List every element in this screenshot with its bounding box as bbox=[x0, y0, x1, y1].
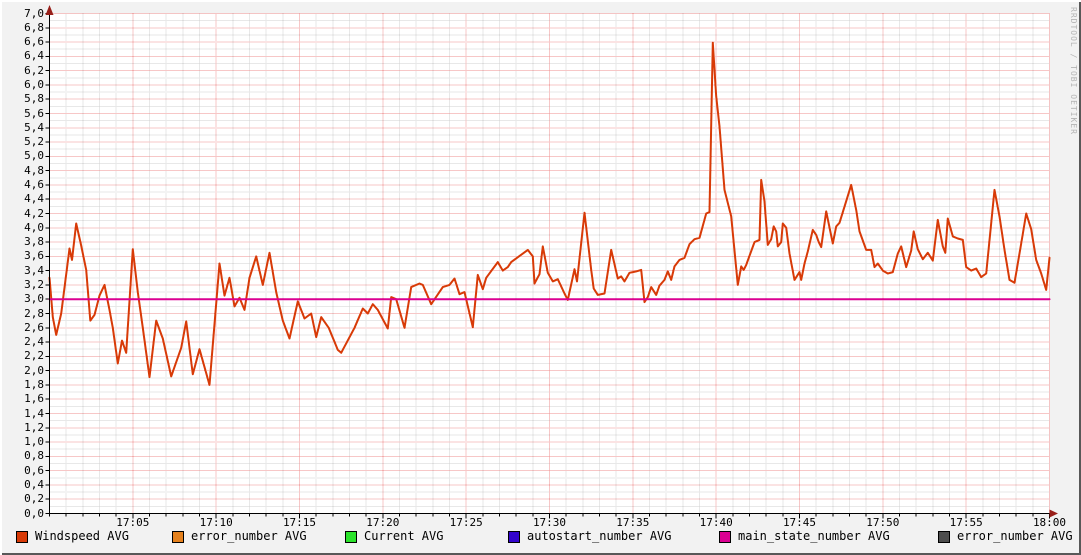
legend-label: Windspeed AVG bbox=[35, 529, 129, 543]
legend-item: main_state_number AVG bbox=[719, 530, 890, 543]
x-tick-label: 17:15 bbox=[282, 516, 317, 529]
legend-swatch-icon bbox=[719, 530, 731, 543]
x-tick-label: 17:05 bbox=[116, 516, 150, 529]
y-tick-label: 6,0 bbox=[24, 77, 44, 91]
y-tick-label: 3,2 bbox=[24, 277, 44, 291]
x-tick-label: 17:40 bbox=[699, 516, 733, 529]
y-tick-label: 1,6 bbox=[24, 392, 44, 406]
legend-item: error_number AVG bbox=[172, 530, 307, 543]
y-tick-label: 0,6 bbox=[24, 463, 44, 477]
x-tick-label: 17:20 bbox=[366, 516, 400, 529]
series-line-0 bbox=[48, 41, 1051, 386]
y-tick-label: 2,8 bbox=[24, 306, 44, 320]
y-tick-label: 1,0 bbox=[24, 435, 44, 449]
y-tick-label: 2,6 bbox=[24, 320, 44, 334]
x-tick-label: 17:30 bbox=[532, 516, 567, 529]
y-tick-label: 2,4 bbox=[24, 335, 44, 349]
x-tick-label: 17:35 bbox=[616, 516, 650, 529]
legend-label: autostart_number AVG bbox=[527, 529, 672, 543]
x-tick-label: 17:55 bbox=[949, 516, 983, 529]
y-tick-label: 0,8 bbox=[24, 449, 44, 463]
legend-swatch-icon bbox=[172, 530, 184, 543]
y-tick-label: 4,2 bbox=[24, 206, 44, 220]
legend-item: autostart_number AVG bbox=[508, 530, 672, 543]
y-axis-arrow bbox=[45, 5, 54, 15]
legend-item: error_number AVG bbox=[938, 530, 1073, 543]
x-tick-label: 17:10 bbox=[199, 516, 233, 529]
y-tick-label: 4,4 bbox=[24, 192, 44, 206]
legend-swatch-icon bbox=[16, 530, 28, 543]
legend-swatch-icon bbox=[508, 530, 520, 543]
y-tick-label: 2,0 bbox=[24, 363, 44, 377]
legend-item: Current AVG bbox=[345, 530, 443, 543]
y-tick-label: 1,8 bbox=[24, 377, 44, 391]
y-tick-label: 6,2 bbox=[24, 63, 44, 77]
y-tick-label: 4,0 bbox=[24, 220, 44, 234]
legend-label: error_number AVG bbox=[191, 529, 307, 543]
y-tick-label: 5,2 bbox=[24, 135, 44, 149]
y-tick-label: 5,8 bbox=[24, 92, 44, 106]
y-tick-label: 3,6 bbox=[24, 249, 44, 263]
y-tick-label: 2,2 bbox=[24, 349, 44, 363]
legend-label: Current AVG bbox=[364, 529, 444, 543]
x-tick-label: 17:25 bbox=[449, 516, 483, 529]
legend-label: error_number AVG bbox=[957, 529, 1073, 543]
x-tick-label: 17:50 bbox=[866, 516, 900, 529]
watermark: RRDTOOL / TOBI OETIKER bbox=[1069, 7, 1078, 135]
y-tick-label: 6,6 bbox=[24, 35, 44, 49]
y-tick-label: 0,4 bbox=[24, 477, 44, 491]
y-tick-label: 6,4 bbox=[24, 49, 44, 63]
y-tick-label: 5,0 bbox=[24, 149, 44, 163]
y-tick-label: 7,0 bbox=[24, 6, 44, 20]
legend-swatch-icon bbox=[345, 530, 357, 543]
y-tick-label: 6,8 bbox=[24, 20, 44, 34]
x-tick-label: 17:45 bbox=[782, 516, 817, 529]
y-tick-label: 0,0 bbox=[24, 506, 44, 520]
y-tick-label: 3,4 bbox=[24, 263, 44, 277]
y-tick-label: 5,6 bbox=[24, 106, 44, 120]
y-tick-label: 4,6 bbox=[24, 177, 44, 191]
y-tick-label: 1,2 bbox=[24, 420, 44, 434]
y-tick-label: 3,0 bbox=[24, 292, 44, 306]
y-tick-label: 3,8 bbox=[24, 235, 44, 249]
y-tick-label: 4,8 bbox=[24, 163, 44, 177]
y-tick-label: 1,4 bbox=[24, 406, 44, 420]
y-tick-label: 5,4 bbox=[24, 120, 44, 134]
x-axis-arrow bbox=[1049, 509, 1058, 518]
legend-item: Windspeed AVG bbox=[16, 530, 129, 543]
y-tick-label: 0,2 bbox=[24, 492, 44, 506]
legend-swatch-icon bbox=[938, 530, 950, 543]
x-tick-label: 18:00 bbox=[1032, 516, 1067, 529]
legend-label: main_state_number AVG bbox=[738, 529, 890, 543]
